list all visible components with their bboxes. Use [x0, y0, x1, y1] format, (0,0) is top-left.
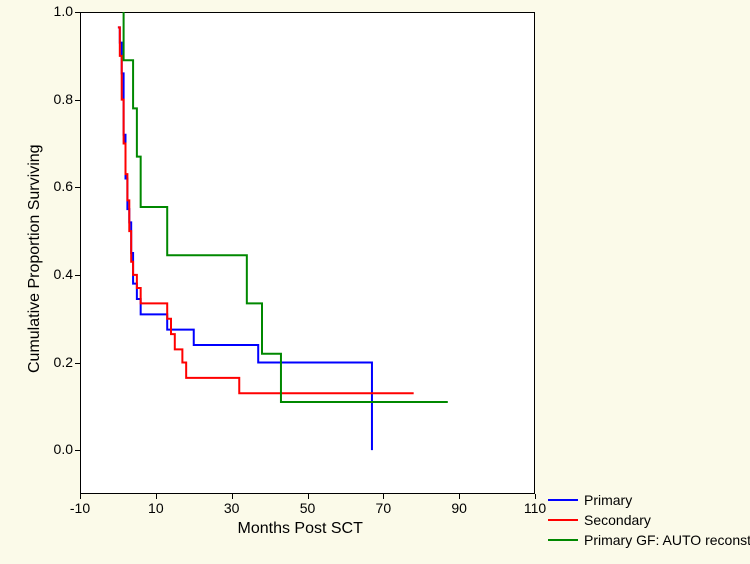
legend-label: Primary [584, 492, 632, 508]
x-tick [308, 494, 309, 499]
legend: Primary Secondary Primary GF: AUTO reconst [548, 490, 750, 550]
x-tick [80, 494, 81, 499]
x-tick [535, 494, 536, 499]
series-line-2 [124, 12, 448, 402]
legend-label: Primary GF: AUTO reconst [584, 532, 750, 548]
legend-swatch [548, 539, 578, 541]
y-tick-label: 0.8 [35, 91, 73, 107]
legend-swatch [548, 519, 578, 521]
survival-chart: 0.00.20.40.60.81.0-101030507090110Cumula… [0, 0, 750, 564]
legend-item: Primary GF: AUTO reconst [548, 530, 750, 550]
x-tick-label: 30 [214, 500, 250, 516]
x-tick-label: 10 [138, 500, 174, 516]
x-tick [383, 494, 384, 499]
x-tick [459, 494, 460, 499]
legend-item: Secondary [548, 510, 750, 530]
legend-item: Primary [548, 490, 750, 510]
legend-swatch [548, 499, 578, 501]
x-tick-label: 70 [365, 500, 401, 516]
x-tick-label: 90 [441, 500, 477, 516]
series-line-1 [118, 27, 414, 393]
y-axis-title: Cumulative Proportion Surviving [26, 144, 44, 373]
x-tick-label: 50 [290, 500, 326, 516]
series-layer [80, 12, 535, 494]
x-axis-title: Months Post SCT [238, 520, 363, 538]
y-tick-label: 0.0 [35, 441, 73, 457]
x-tick-label: -10 [62, 500, 98, 516]
x-tick [156, 494, 157, 499]
y-tick-label: 1.0 [35, 3, 73, 19]
x-tick [232, 494, 233, 499]
legend-label: Secondary [584, 512, 651, 528]
series-line-0 [118, 27, 372, 450]
